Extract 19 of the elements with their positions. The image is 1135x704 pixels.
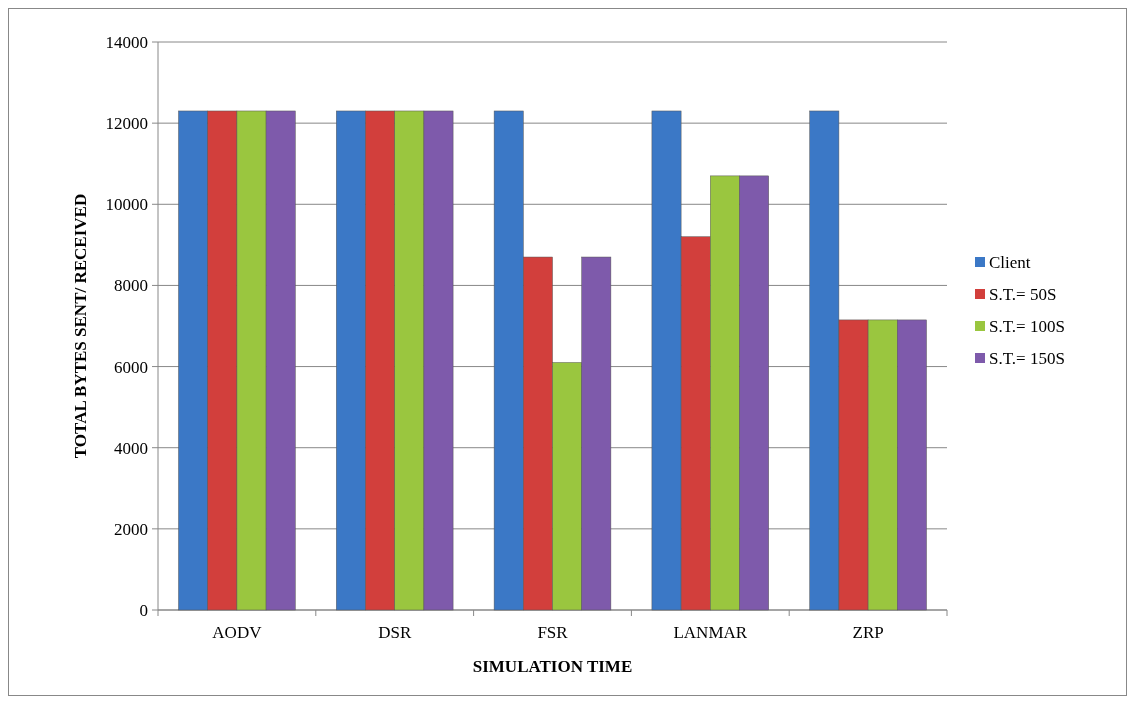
y-tick-label: 10000 — [105, 195, 148, 215]
legend-label: S.T.= 100S — [989, 316, 1065, 336]
y-tick-label: 8000 — [114, 276, 148, 296]
x-tick-label: FSR — [537, 623, 569, 642]
x-tick-label: DSR — [378, 623, 412, 642]
y-tick-label: 4000 — [114, 438, 148, 458]
y-tick-label: 12000 — [105, 114, 148, 134]
y-tick-label: 0 — [139, 600, 148, 620]
legend-label: S.T.= 150S — [989, 348, 1065, 368]
legend-label: S.T.= 50S — [989, 284, 1057, 304]
x-axis-title: SIMULATION TIME — [472, 657, 633, 676]
y-tick-label: 14000 — [105, 32, 148, 52]
y-tick-label: 2000 — [114, 519, 148, 539]
x-tick-label: ZRP — [852, 623, 884, 642]
y-axis-title: TOTAL BYTES SENT/ RECEIVED — [71, 193, 90, 459]
x-tick-label: LANMAR — [673, 623, 748, 642]
y-tick-label: 6000 — [114, 357, 148, 377]
x-tick-label: AODV — [212, 623, 263, 642]
legend-label: Client — [989, 252, 1031, 272]
